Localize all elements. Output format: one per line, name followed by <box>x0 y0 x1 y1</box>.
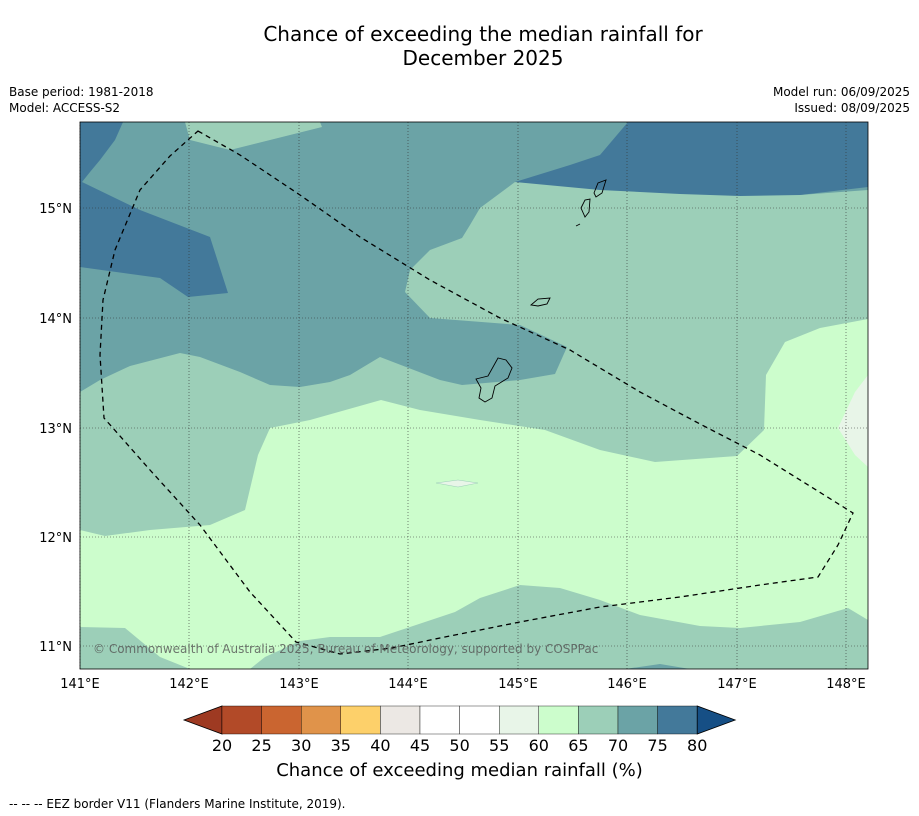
colorbar-segment <box>419 705 460 735</box>
colorbar-tick-label: 70 <box>608 736 628 755</box>
aguijan-island <box>575 223 581 227</box>
colorbar-tick-label: 45 <box>410 736 430 755</box>
colorbar-segment <box>221 705 262 735</box>
lat-label-14: 14°N <box>39 312 72 327</box>
title-line-1: Chance of exceeding the median rainfall … <box>263 22 703 46</box>
lat-label-15: 15°N <box>39 202 72 217</box>
guam-island <box>475 357 513 403</box>
band-55-60-spot <box>435 479 479 488</box>
lat-label-13: 13°N <box>39 422 72 437</box>
saipan-island <box>593 179 607 198</box>
footnote: -- -- -- EEZ border V11 (Flanders Marine… <box>9 797 346 811</box>
colorbar-segment <box>499 705 540 735</box>
lon-label-143: 143°E <box>279 677 319 692</box>
lat-labels: 15°N 14°N 13°N 12°N 11°N <box>39 202 72 655</box>
colorbar-segment <box>538 705 579 735</box>
colorbar-segment <box>578 705 619 735</box>
colorbar-segment <box>459 705 500 735</box>
meta-right: Model run: 06/09/2025 Issued: 08/09/2025 <box>773 84 910 116</box>
lon-label-142: 142°E <box>169 677 209 692</box>
lon-label-141: 141°E <box>60 677 100 692</box>
colorbar-tick-label: 30 <box>291 736 311 755</box>
tinian-island <box>580 198 591 218</box>
colorbar-under-arrow <box>182 705 223 735</box>
meta-left: Base period: 1981-2018 Model: ACCESS-S2 <box>9 84 154 116</box>
lat-label-11: 11°N <box>39 640 72 655</box>
map-frame <box>79 121 869 670</box>
band-75-80-bottom <box>625 664 690 669</box>
rainfall-map <box>80 122 868 669</box>
copyright-text: © Commonwealth of Australia 2025, Bureau… <box>93 642 598 656</box>
band-75-80-nw <box>80 122 228 297</box>
colorbar: 20 25 30 35 40 45 50 55 60 65 70 75 80 <box>182 705 737 755</box>
lon-label-144: 144°E <box>388 677 428 692</box>
colorbar-tick-label: 20 <box>212 736 232 755</box>
colorbar-tick-label: 80 <box>687 736 707 755</box>
map-title: Chance of exceeding the median rainfall … <box>0 22 919 70</box>
colorbar-tick-label: 60 <box>529 736 549 755</box>
lon-label-148: 148°E <box>826 677 866 692</box>
colorbar-segment <box>340 705 381 735</box>
lon-label-146: 146°E <box>607 677 647 692</box>
lon-label-147: 147°E <box>717 677 757 692</box>
colorbar-segment <box>301 705 342 735</box>
title-line-2: December 2025 <box>402 46 564 70</box>
model-run-text: Model run: 06/09/2025 <box>772 85 910 99</box>
band-60-65 <box>80 319 868 669</box>
band-55-60-east <box>838 375 868 467</box>
colorbar-tick-label: 75 <box>647 736 667 755</box>
eez-border <box>99 130 854 655</box>
colorbar-tick-label: 55 <box>489 736 509 755</box>
colorbar-tick-label: 50 <box>449 736 469 755</box>
colorbar-tick-label: 35 <box>331 736 351 755</box>
islands <box>475 179 607 403</box>
lon-label-145: 145°E <box>498 677 538 692</box>
band-65-70-top <box>185 122 322 150</box>
issued-text: Issued: 08/09/2025 <box>794 101 910 115</box>
colorbar-segment <box>617 705 658 735</box>
lat-label-12: 12°N <box>39 531 72 546</box>
colorbar-title: Chance of exceeding median rainfall (%) <box>276 760 643 781</box>
band-75-80-ne <box>515 122 868 196</box>
lon-labels: 141°E 142°E 143°E 144°E 145°E 146°E 147°… <box>60 677 866 692</box>
colorbar-segment <box>657 705 698 735</box>
colorbar-tick-label: 65 <box>568 736 588 755</box>
colorbar-tick-label: 25 <box>251 736 271 755</box>
rota-island <box>529 297 551 307</box>
colorbar-segment <box>380 705 421 735</box>
model-text: Model: ACCESS-S2 <box>9 101 121 115</box>
colorbar-segment <box>261 705 302 735</box>
base-period-text: Base period: 1981-2018 <box>9 85 154 99</box>
colorbar-over-arrow <box>696 705 737 735</box>
colorbar-tick-label: 40 <box>370 736 390 755</box>
